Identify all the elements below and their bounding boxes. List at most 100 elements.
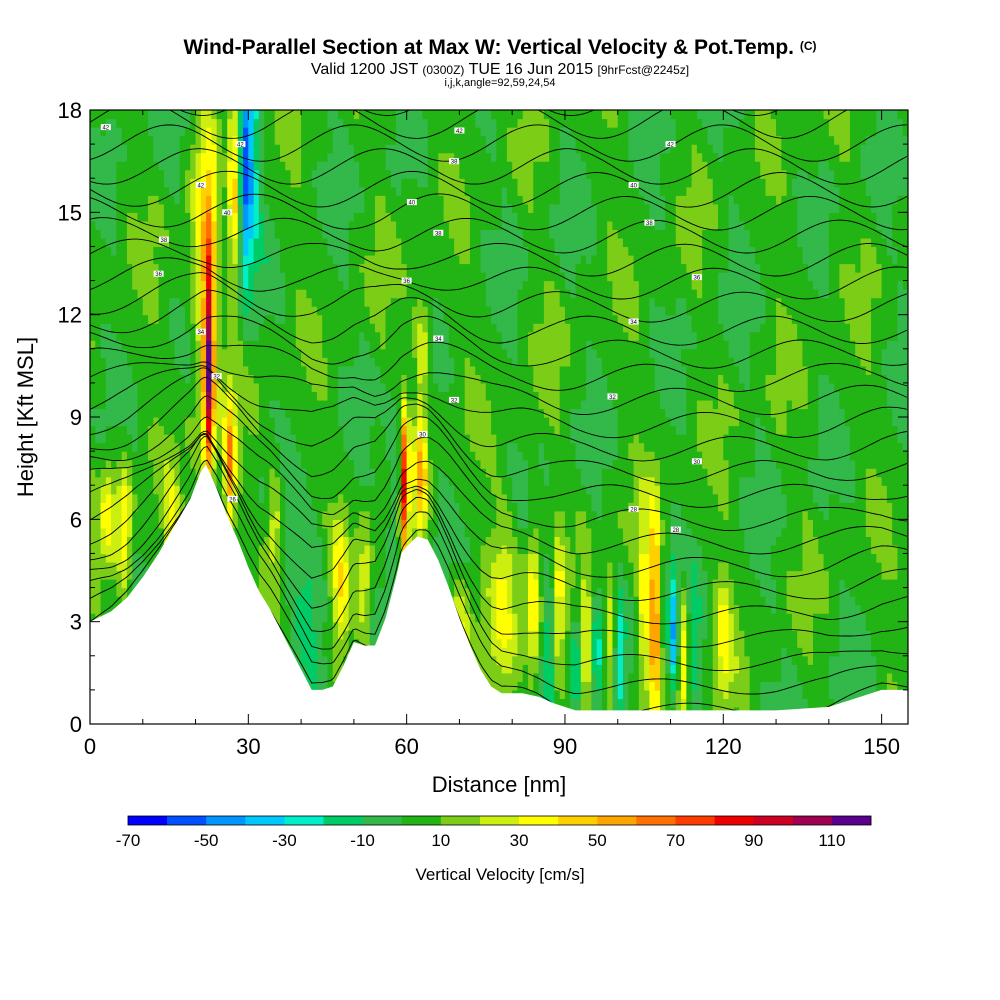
velocity-cell	[153, 195, 160, 205]
velocity-cell	[163, 451, 170, 461]
velocity-cell	[211, 152, 218, 162]
velocity-cell	[126, 144, 133, 154]
velocity-cell	[105, 220, 112, 230]
velocity-cell	[132, 237, 139, 248]
velocity-cell	[163, 348, 170, 358]
velocity-cell	[179, 502, 186, 512]
velocity-cell	[200, 451, 207, 461]
velocity-cell	[443, 536, 450, 546]
velocity-cell	[422, 510, 429, 520]
velocity-cell	[338, 604, 344, 614]
velocity-cell	[427, 246, 434, 256]
velocity-cell	[290, 263, 297, 273]
velocity-cell	[290, 118, 297, 128]
velocity-cell	[111, 135, 117, 145]
velocity-cell	[327, 561, 334, 572]
velocity-cell	[137, 468, 144, 478]
velocity-cell	[290, 510, 297, 520]
velocity-cell	[427, 289, 434, 299]
velocity-cell	[243, 263, 249, 273]
velocity-cell	[264, 408, 271, 418]
velocity-cell	[253, 272, 260, 282]
velocity-cell	[279, 161, 286, 171]
velocity-cell	[359, 476, 366, 486]
velocity-cell	[248, 553, 255, 563]
velocity-cell	[153, 527, 160, 537]
velocity-cell	[100, 237, 107, 248]
velocity-cell	[258, 468, 265, 478]
velocity-cell	[322, 212, 329, 222]
velocity-cell	[301, 254, 307, 265]
velocity-cell	[422, 476, 429, 486]
velocity-cell	[406, 178, 413, 188]
velocity-cell	[316, 544, 323, 555]
velocity-cell	[316, 195, 323, 205]
velocity-cell	[169, 118, 176, 128]
velocity-cell	[248, 382, 255, 393]
velocity-cell	[290, 212, 297, 222]
velocity-cell	[311, 263, 318, 273]
velocity-cell	[95, 365, 102, 375]
velocity-cell	[438, 391, 445, 401]
velocity-cell	[401, 331, 408, 341]
velocity-cell	[163, 186, 170, 196]
velocity-cell	[216, 135, 223, 145]
velocity-cell	[153, 408, 160, 418]
velocity-cell	[206, 408, 212, 418]
velocity-cell	[433, 459, 439, 469]
velocity-cell	[243, 374, 249, 384]
velocity-cell	[322, 647, 329, 657]
velocity-cell	[90, 195, 96, 205]
velocity-cell	[374, 544, 381, 555]
velocity-cell	[374, 118, 381, 128]
velocity-cell	[369, 493, 376, 503]
velocity-cell	[279, 536, 286, 546]
velocity-cell	[195, 365, 202, 375]
velocity-cell	[253, 425, 260, 435]
velocity-cell	[422, 229, 429, 239]
velocity-cell	[158, 442, 165, 452]
velocity-cell	[338, 169, 344, 179]
velocity-cell	[348, 365, 355, 375]
velocity-cell	[369, 169, 376, 179]
velocity-cell	[137, 195, 144, 205]
velocity-cell	[206, 382, 212, 393]
velocity-cell	[163, 374, 170, 384]
velocity-cell	[290, 246, 297, 256]
velocity-cell	[364, 203, 371, 213]
velocity-cell	[258, 161, 265, 171]
velocity-cell	[227, 169, 234, 179]
velocity-cell	[306, 544, 313, 555]
velocity-cell	[237, 382, 244, 393]
velocity-cell	[353, 510, 360, 520]
velocity-cell	[142, 331, 149, 341]
velocity-cell	[411, 212, 418, 222]
velocity-cell	[105, 272, 112, 282]
velocity-cell	[227, 425, 234, 435]
velocity-cell	[348, 587, 355, 597]
velocity-cell	[433, 220, 439, 230]
velocity-cell	[396, 502, 402, 512]
velocity-cell	[126, 203, 133, 213]
velocity-cell	[369, 340, 376, 350]
velocity-cell	[258, 229, 265, 239]
velocity-cell	[90, 272, 96, 282]
velocity-cell	[448, 365, 455, 375]
velocity-cell	[153, 434, 160, 444]
velocity-cell	[264, 331, 271, 341]
velocity-cell	[332, 425, 339, 435]
velocity-cell	[116, 485, 123, 495]
velocity-cell	[206, 348, 212, 358]
velocity-cell	[433, 527, 439, 537]
velocity-cell	[438, 357, 445, 367]
velocity-cell	[264, 519, 271, 529]
velocity-cell	[369, 127, 376, 137]
velocity-cell	[248, 110, 255, 120]
velocity-cell	[443, 229, 450, 239]
velocity-cell	[153, 374, 160, 384]
velocity-cell	[396, 442, 402, 452]
velocity-cell	[279, 544, 286, 555]
velocity-cell	[311, 229, 318, 239]
velocity-cell	[137, 570, 144, 580]
velocity-cell	[364, 630, 371, 640]
